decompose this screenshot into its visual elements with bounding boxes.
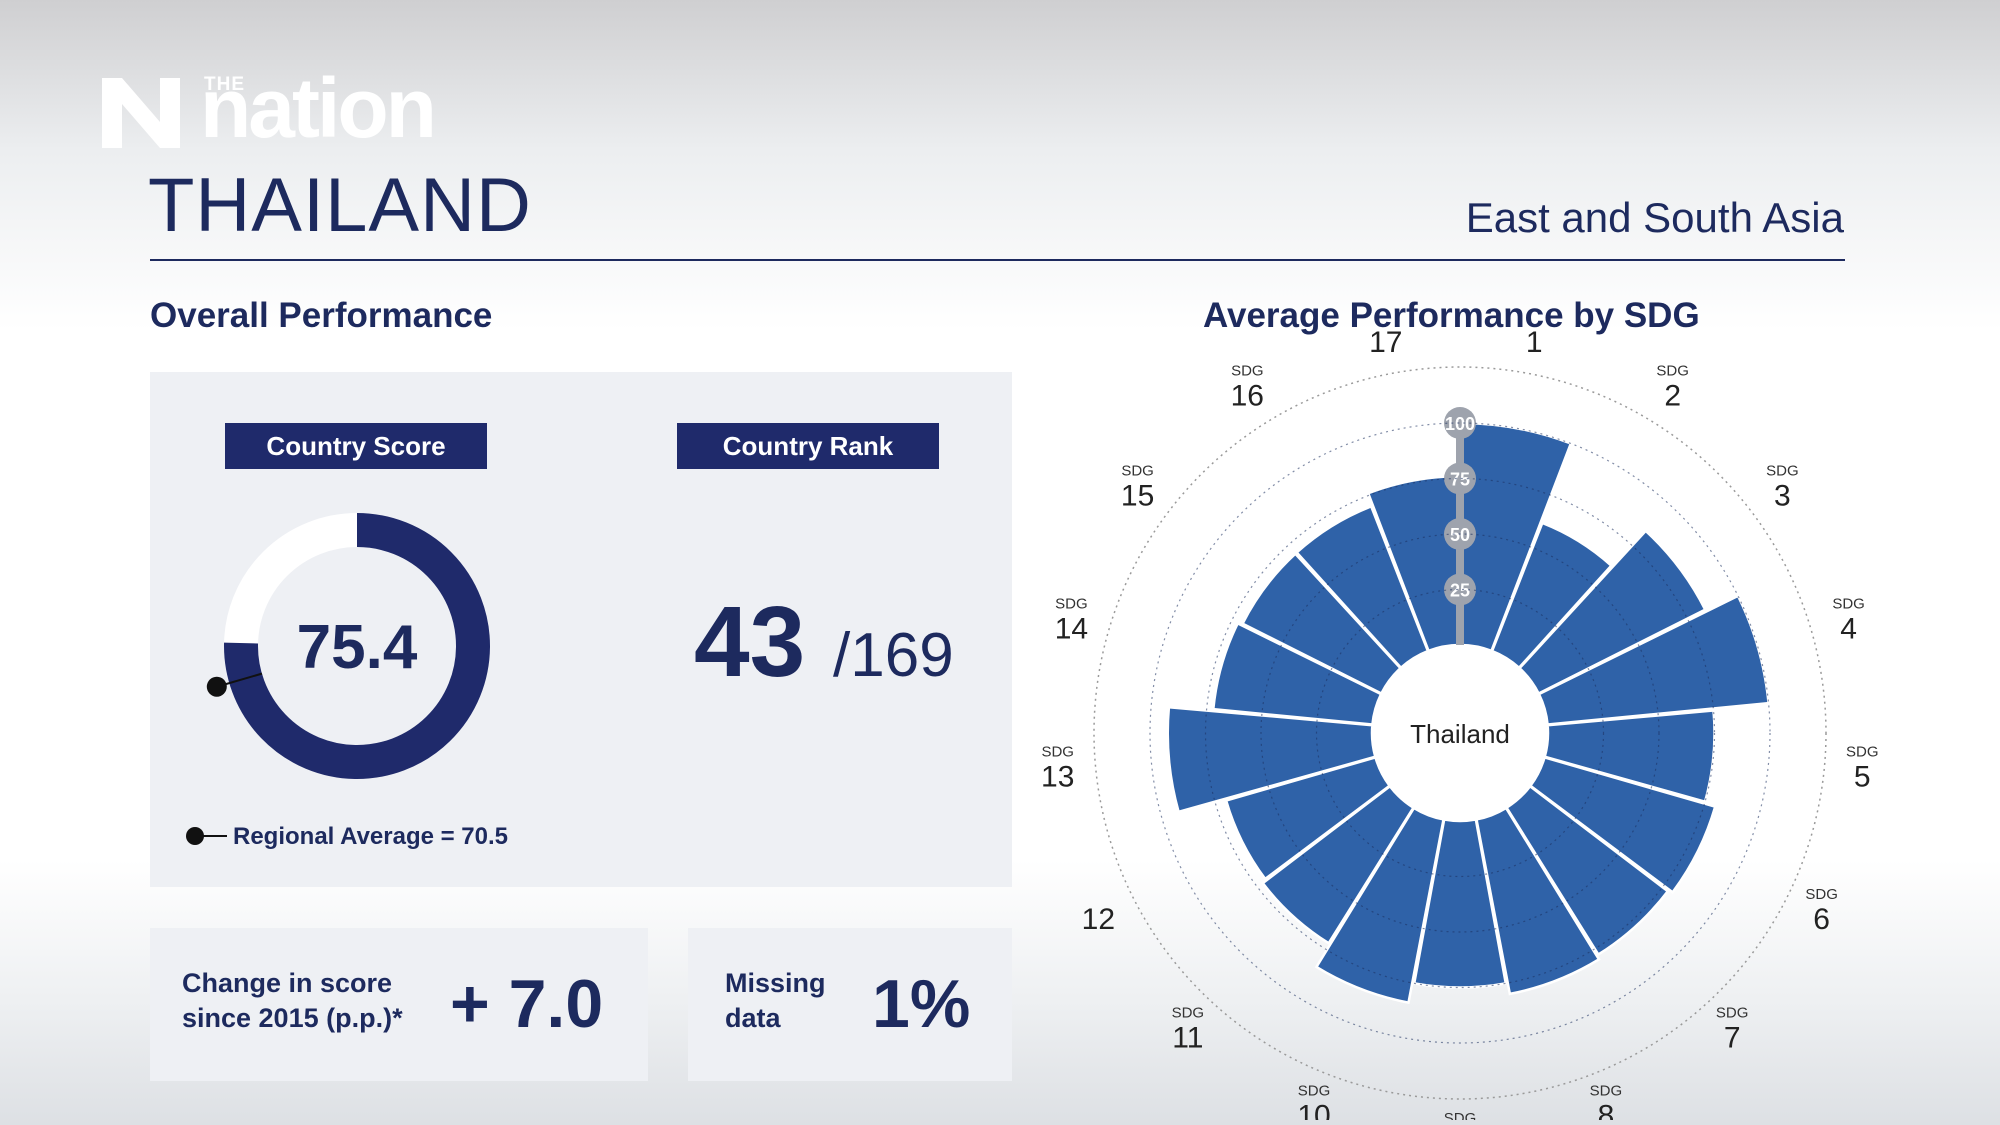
sdg-label-prefix: SDG	[1805, 886, 1838, 903]
sdg-label-prefix: SDG	[1172, 1005, 1205, 1022]
outer-reference-circle	[1093, 366, 1827, 1100]
sdg-label-number: 6	[1813, 903, 1830, 936]
sdg-bar-12	[1224, 755, 1392, 881]
sdg-label-number: 13	[1041, 760, 1074, 793]
scale-tick-label-25: 25	[1450, 581, 1470, 601]
scale-tick-label-100: 100	[1445, 414, 1475, 434]
scale-tick-label-75: 75	[1450, 470, 1470, 490]
change-label-line1: Change in score	[182, 968, 393, 998]
country-title: THAILAND	[148, 163, 532, 248]
country-score-value: 75.4	[296, 613, 418, 682]
polar-center-disc	[1372, 645, 1548, 821]
region-label: East and South Asia	[1465, 194, 1844, 241]
sdg-label-prefix: SDG	[1231, 363, 1264, 380]
change-value: + 7.0	[450, 966, 604, 1042]
sdg-label-number: 4	[1840, 612, 1857, 645]
sdg-label-prefix: SDG	[1041, 743, 1074, 760]
sdg-label-number: 7	[1724, 1022, 1741, 1055]
missing-label: Missing data	[725, 966, 826, 1036]
grid-circle-50	[1260, 533, 1660, 933]
polar-gridlines	[1093, 366, 1827, 1100]
sdg-label-number: 5	[1854, 760, 1871, 793]
scale-badge-25	[1444, 573, 1476, 606]
overall-performance-title: Overall Performance	[150, 296, 493, 335]
logo-wordmark: nation	[200, 61, 437, 155]
sdg-label-prefix: SDG	[1716, 1005, 1749, 1022]
country-rank-tag: Country Rank	[677, 423, 939, 469]
missing-label-line1: Missing	[725, 968, 826, 998]
sdg-label-prefix: SDG	[1846, 743, 1879, 760]
donut-score-arc	[224, 513, 490, 779]
sdg-label-prefix: SDG	[1766, 463, 1799, 480]
sdg-bar-2	[1490, 521, 1614, 670]
sdg-label-prefix: SDG	[1298, 1083, 1331, 1100]
sdg-label-12: 12	[1082, 903, 1115, 936]
grid-circle-25	[1315, 588, 1605, 878]
missing-label-line2: data	[725, 1003, 781, 1034]
sdg-label-number: 17	[1369, 330, 1402, 359]
sdg-label-number: 3	[1774, 480, 1791, 513]
sdg-label-prefix: SDG	[1055, 595, 1088, 612]
polar-category-labels: SDG1SDG2SDG3SDG4SDG5SDG6SDG7SDG8SDG9SDG1…	[1041, 330, 1878, 1120]
sdg-label-prefix: SDG	[1656, 363, 1689, 380]
sdg-label-number: 8	[1598, 1100, 1615, 1120]
sdg-label-9: SDG9	[1444, 1110, 1477, 1120]
scale-badge-75	[1444, 462, 1476, 495]
scale-badge-100	[1444, 407, 1476, 439]
nation-logo-icon	[102, 78, 180, 148]
change-panel	[150, 928, 648, 1081]
sdg-label-number: 16	[1231, 380, 1264, 413]
sdg-label-number: 14	[1055, 612, 1088, 645]
sdg-label-number: 11	[1172, 1022, 1203, 1055]
sdg-label-prefix: SDG	[1832, 595, 1865, 612]
sdg-bar-16	[1294, 504, 1430, 670]
sdg-label-prefix: SDG	[1121, 463, 1154, 480]
country-rank-total: /169	[833, 621, 954, 690]
score-donut	[206, 513, 490, 779]
sdg-label-number: 10	[1297, 1100, 1330, 1120]
sdg-bar-14	[1211, 621, 1383, 726]
polar-bars	[1166, 421, 1770, 1005]
sdg-label-prefix: SDG	[1444, 1110, 1477, 1120]
sdg-label-prefix: SDG	[1590, 1083, 1623, 1100]
change-label-line2: since 2015 (p.p.)*	[182, 1003, 403, 1034]
grid-circle-75	[1204, 477, 1716, 989]
legend-marker-icon	[186, 827, 227, 845]
scale-tick-label-50: 50	[1450, 525, 1470, 545]
sdg-label-17: SDG17	[1369, 330, 1402, 359]
country-rank-value: 43	[694, 586, 806, 698]
regional-average-marker-dot	[206, 676, 227, 697]
change-label: Change in score since 2015 (p.p.)*	[182, 966, 403, 1036]
grid-circle-100	[1149, 422, 1771, 1044]
sdg-label-number: 15	[1121, 480, 1154, 513]
polar-center-label: Thailand	[1410, 719, 1510, 749]
regional-average-label: Regional Average = 70.5	[233, 823, 509, 850]
logo-small-text: THE	[204, 74, 245, 95]
missing-panel	[688, 928, 1012, 1081]
sdg-label-number: 1	[1526, 330, 1543, 359]
sdg-label-number: 12	[1082, 903, 1115, 936]
sdg-label-number: 2	[1664, 380, 1681, 413]
sdg-chart-title: Average Performance by SDG	[1203, 296, 1700, 335]
missing-value: 1%	[872, 966, 971, 1042]
header-divider	[150, 259, 1845, 261]
country-score-tag: Country Score	[225, 423, 487, 469]
sdg-bar-15	[1240, 552, 1403, 696]
